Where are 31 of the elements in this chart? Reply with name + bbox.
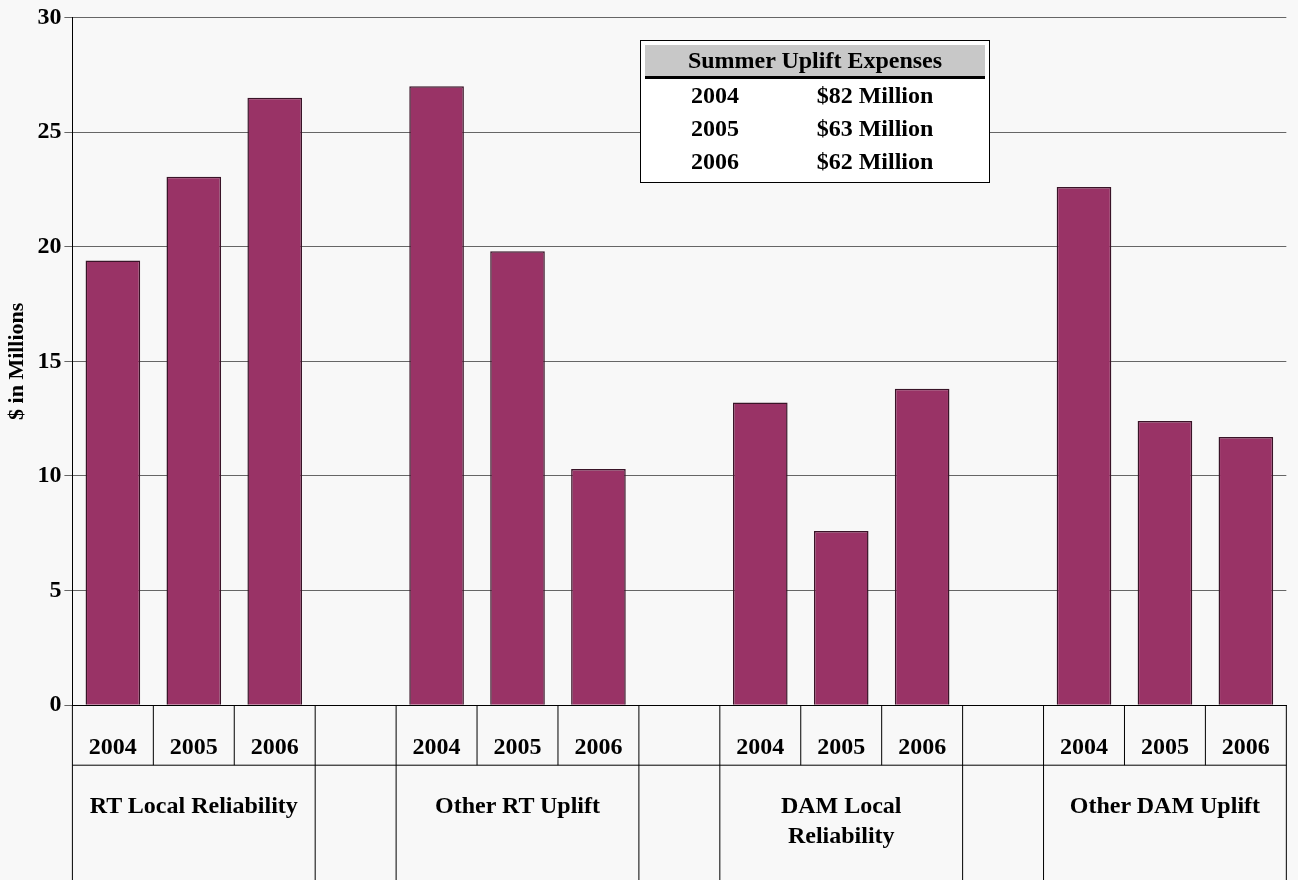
x-tick-label: 2006 xyxy=(574,732,623,759)
x-tick-label: 2004 xyxy=(1060,732,1109,759)
x-tick-label: 2005 xyxy=(817,732,866,759)
annotation: 2004 xyxy=(690,82,740,109)
text: Other DAM Uplift xyxy=(1069,792,1261,819)
annotation: Summer Uplift Expenses xyxy=(645,45,985,79)
text: DAM Local Reliability xyxy=(780,792,902,849)
y-tick-label: 15 xyxy=(37,346,62,373)
y-tick-label: 0 xyxy=(49,690,62,717)
x-tick-label: 2004 xyxy=(88,732,137,759)
x-tick-label: 2005 xyxy=(1140,732,1189,759)
y-axis-title: $ in Millions xyxy=(2,302,28,420)
annotation: $62 Million xyxy=(815,148,935,175)
x-tick-label: 2004 xyxy=(412,732,461,759)
x-tick-label: 2006 xyxy=(1221,732,1270,759)
y-tick-label: 10 xyxy=(37,461,62,488)
x-tick-label: 2005 xyxy=(169,732,218,759)
y-tick-label: 5 xyxy=(49,575,62,602)
annotation: $82 Million xyxy=(815,82,935,109)
text: Other RT Uplift xyxy=(435,792,600,819)
x-tick-label: 2004 xyxy=(736,732,785,759)
x-tick-label: 2006 xyxy=(898,732,947,759)
x-tick-label: 2005 xyxy=(493,732,542,759)
y-tick-label: 20 xyxy=(37,231,62,258)
x-tick-label: 2006 xyxy=(250,732,299,759)
y-tick-label: 30 xyxy=(37,2,62,29)
annotation: $63 Million xyxy=(815,115,935,142)
annotation: 2006 xyxy=(690,148,740,175)
text: RT Local Reliability xyxy=(89,792,298,819)
y-tick-label: 25 xyxy=(37,117,62,144)
annotation: 2005 xyxy=(690,115,740,142)
